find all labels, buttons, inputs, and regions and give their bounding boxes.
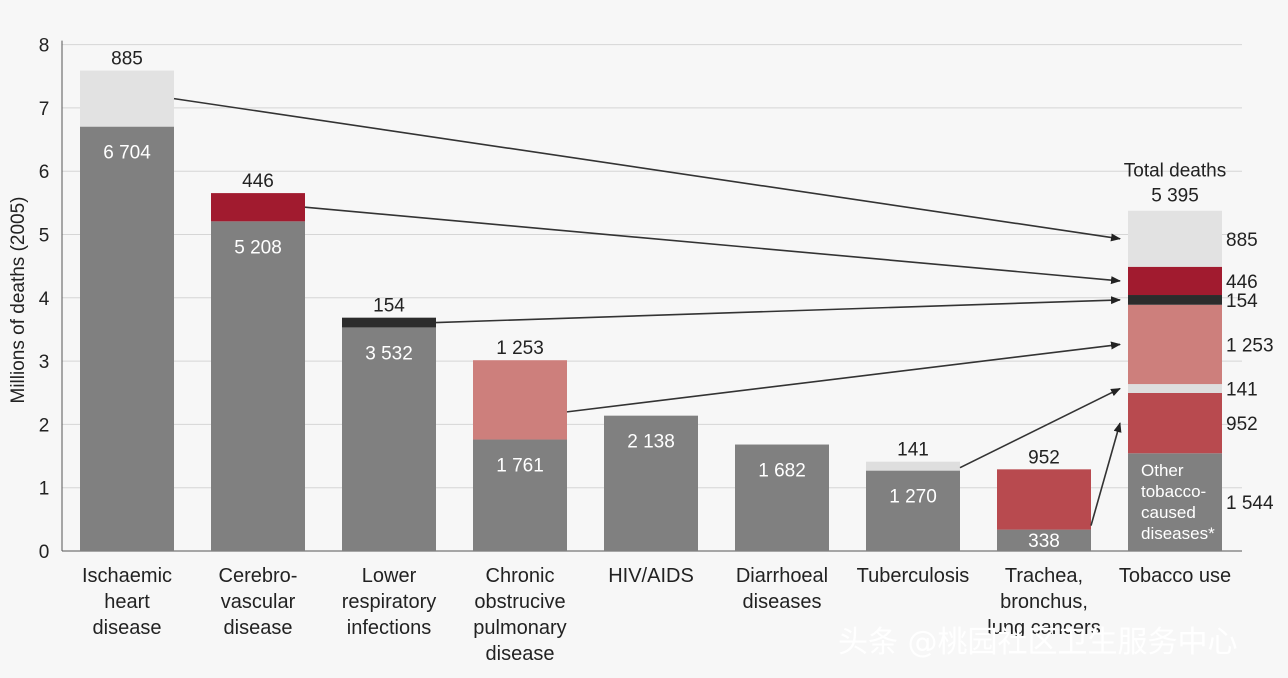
bar-base-label: 3 532 <box>365 343 413 364</box>
y-tick-label: 8 <box>39 36 50 57</box>
total-deaths-value: 5 395 <box>1151 185 1199 206</box>
x-tick-label: vascular <box>221 591 296 613</box>
bar-base-label: 1 761 <box>496 456 544 477</box>
flow-arrow <box>173 97 1121 242</box>
x-tick-label: Tobacco use <box>1119 565 1231 587</box>
x-tick-label: bronchus, <box>1000 591 1088 613</box>
x-tick-label: disease <box>93 617 162 639</box>
y-tick-label: 3 <box>39 352 50 373</box>
tobacco-use-segment-label: 1 544 <box>1226 493 1274 514</box>
flow-arrow <box>304 206 1121 285</box>
y-tick-label: 5 <box>39 226 50 247</box>
x-tick-label: disease <box>486 643 555 665</box>
x-tick-label: lung cancers <box>987 617 1100 639</box>
bar-tobacco-label: 141 <box>897 440 929 461</box>
x-tick-label: Lower <box>362 565 417 587</box>
y-tick-label: 7 <box>39 99 50 120</box>
tobacco-use-segment-label: 885 <box>1226 230 1258 251</box>
tobacco-use-segment-label: 952 <box>1226 414 1258 435</box>
other-diseases-label: diseases* <box>1141 524 1215 543</box>
tobacco-use-segment <box>1128 304 1222 385</box>
flow-arrow <box>435 296 1121 324</box>
flow-arrow <box>959 387 1121 469</box>
bar-base-label: 1 682 <box>758 461 806 482</box>
arrows <box>173 97 1122 526</box>
bar-base-label: 1 270 <box>889 487 937 508</box>
bar-base <box>604 415 698 551</box>
x-tick-label: Cerebro- <box>219 565 298 587</box>
bar-tobacco-segment <box>866 461 960 471</box>
x-tick-label: infections <box>347 617 432 639</box>
bar-base <box>211 221 305 551</box>
x-tick-label: pulmonary <box>473 617 566 639</box>
y-axis-label: Millions of deaths (2005) <box>8 197 29 404</box>
bar-base <box>342 327 436 551</box>
total-deaths-title: Total deaths <box>1124 160 1226 181</box>
tobacco-use-segment <box>1128 384 1222 394</box>
labels: Ischaemic heart disease Cerebro-vascular dis… <box>82 49 1274 665</box>
x-tick-label: Diarrhoeal <box>736 565 828 587</box>
bar-tobacco-label: 1 253 <box>496 338 544 359</box>
tobacco-use-segment <box>1128 266 1222 296</box>
bar-tobacco-segment <box>997 469 1091 530</box>
bar-tobacco-label: 952 <box>1028 447 1060 468</box>
bar-base <box>473 439 567 551</box>
bar-tobacco-segment <box>211 193 305 222</box>
bar-base <box>735 444 829 551</box>
other-diseases-label: tobacco- <box>1141 482 1206 501</box>
tobacco-use-segment <box>1128 393 1222 454</box>
tobacco-use-segment <box>1128 295 1222 305</box>
bar-tobacco-label: 154 <box>373 296 405 317</box>
tobacco-use-segment-label: 446 <box>1226 272 1258 293</box>
x-tick-label: obstrucive <box>474 591 565 613</box>
watermark: 头条 @桃园社区卫生服务中心 <box>838 625 1238 660</box>
x-tick-label: diseases <box>743 591 822 613</box>
other-diseases-label: caused <box>1141 503 1196 522</box>
bar-base <box>997 529 1091 551</box>
x-tick-label: heart <box>104 591 150 613</box>
x-tick-label: disease <box>224 617 293 639</box>
bar-tobacco-segment <box>342 317 436 328</box>
y-tick-label: 4 <box>39 289 50 310</box>
x-tick-label: Ischaemic <box>82 565 172 587</box>
x-tick-label: Chronic <box>486 565 555 587</box>
y-tick-label: 1 <box>39 479 50 500</box>
flow-arrow <box>566 341 1121 413</box>
bar-tobacco-label: 885 <box>111 49 143 70</box>
tobacco-use-segment <box>1128 210 1222 267</box>
bar-base <box>80 126 174 551</box>
y-tick-label: 6 <box>39 162 50 183</box>
bar-tobacco-label: 446 <box>242 171 274 192</box>
bars <box>80 70 1222 551</box>
tobacco-use-segment-label: 141 <box>1226 380 1258 401</box>
x-tick-label: HIV/AIDS <box>608 565 694 587</box>
y-tick-label: 0 <box>39 542 50 563</box>
bar-base <box>866 470 960 551</box>
bar-base-label: 6 704 <box>103 143 151 164</box>
tobacco-use-segment <box>1128 453 1222 551</box>
bar-base-label: 5 208 <box>234 237 282 258</box>
tobacco-use-segment-label: 1 253 <box>1226 335 1274 356</box>
x-tick-label: Tuberculosis <box>857 565 970 587</box>
other-diseases-label: Other <box>1141 461 1184 480</box>
bar-tobacco-segment <box>80 70 174 127</box>
x-tick-label: Trachea, <box>1005 565 1083 587</box>
tobacco-use-segment-label: 154 <box>1226 291 1258 312</box>
bar-base-label: 338 <box>1028 531 1060 552</box>
bar-tobacco-segment <box>473 360 567 440</box>
bar-base-label: 2 138 <box>627 432 675 453</box>
y-tick-label: 2 <box>39 415 50 436</box>
flow-arrow <box>1090 422 1122 526</box>
x-tick-label: respiratory <box>342 591 436 613</box>
